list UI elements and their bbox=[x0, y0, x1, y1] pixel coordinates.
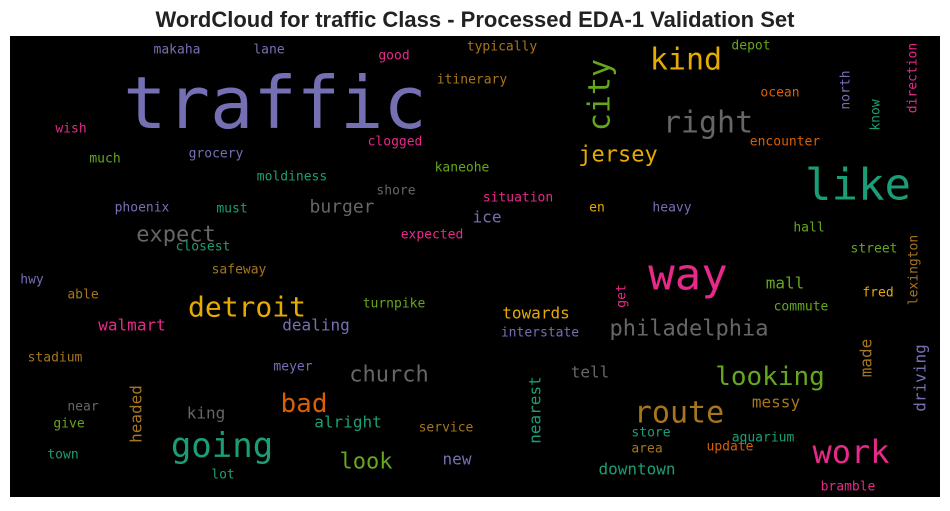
word: walmart bbox=[98, 316, 165, 335]
word: work bbox=[812, 433, 889, 471]
word: lot bbox=[211, 468, 234, 483]
word: city bbox=[583, 59, 618, 131]
word: towards bbox=[502, 304, 569, 323]
word: moldiness bbox=[257, 170, 327, 185]
word: closest bbox=[176, 240, 231, 255]
word: bad bbox=[281, 389, 328, 419]
word: street bbox=[851, 242, 898, 257]
word: like bbox=[805, 160, 911, 211]
word: interstate bbox=[501, 326, 579, 341]
word: en bbox=[589, 201, 605, 216]
word: dealing bbox=[282, 316, 349, 335]
word: hall bbox=[793, 221, 824, 236]
word: traffic bbox=[123, 61, 426, 145]
word: hwy bbox=[20, 273, 44, 288]
word: alright bbox=[314, 413, 381, 432]
word: new bbox=[443, 450, 472, 469]
chart-title: WordCloud for traffic Class - Processed … bbox=[156, 7, 796, 32]
word: king bbox=[187, 404, 226, 423]
word: expected bbox=[401, 228, 464, 243]
word: store bbox=[631, 426, 670, 441]
word: mall bbox=[766, 274, 805, 293]
word: stadium bbox=[28, 351, 83, 366]
word: burger bbox=[309, 197, 374, 218]
word: much bbox=[89, 152, 120, 167]
word: typically bbox=[467, 40, 538, 55]
word: lane bbox=[253, 43, 284, 58]
word: phoenix bbox=[115, 201, 170, 216]
cloud-background bbox=[10, 36, 940, 497]
word: area bbox=[631, 442, 662, 457]
word: look bbox=[340, 450, 393, 475]
word: near bbox=[67, 400, 98, 415]
word: commute bbox=[774, 300, 829, 315]
word: ocean bbox=[760, 86, 799, 101]
word: tell bbox=[571, 363, 610, 382]
word: know bbox=[869, 99, 884, 130]
word: going bbox=[171, 426, 273, 466]
word: philadelphia bbox=[610, 317, 769, 342]
word: turnpike bbox=[363, 297, 426, 312]
word: nearest bbox=[526, 376, 545, 443]
word: shore bbox=[376, 184, 415, 199]
word: kind bbox=[650, 43, 722, 78]
word: grocery bbox=[189, 147, 244, 162]
word: church bbox=[349, 363, 428, 388]
word: good bbox=[378, 49, 409, 64]
word: safeway bbox=[212, 263, 267, 278]
word: jersey bbox=[578, 143, 657, 168]
word: must bbox=[216, 202, 247, 217]
word: wish bbox=[55, 122, 86, 137]
word: ice bbox=[473, 208, 502, 227]
word: lexington bbox=[907, 235, 922, 305]
word: service bbox=[419, 421, 474, 436]
word: messy bbox=[752, 393, 801, 412]
word: right bbox=[663, 106, 753, 141]
word: direction bbox=[906, 43, 921, 113]
word: kaneohe bbox=[435, 161, 490, 176]
word: aquarium bbox=[732, 431, 795, 446]
word: makaha bbox=[154, 43, 201, 58]
word: town bbox=[47, 448, 78, 463]
word: downtown bbox=[598, 460, 675, 479]
word: give bbox=[53, 417, 84, 432]
word: route bbox=[634, 396, 724, 431]
word: bramble bbox=[821, 480, 876, 495]
word: able bbox=[67, 288, 98, 303]
word: expect bbox=[136, 223, 215, 248]
word: headed bbox=[127, 385, 146, 443]
word: heavy bbox=[652, 201, 691, 216]
word: situation bbox=[483, 191, 553, 206]
word: fred bbox=[862, 286, 893, 301]
word: looking bbox=[715, 362, 825, 392]
word: itinerary bbox=[437, 73, 508, 88]
word: get bbox=[615, 284, 630, 307]
word: clogged bbox=[368, 135, 423, 150]
word: depot bbox=[731, 39, 770, 54]
word: made bbox=[857, 339, 876, 378]
word: north bbox=[839, 70, 854, 109]
word: update bbox=[707, 440, 754, 455]
word: meyer bbox=[273, 360, 312, 375]
word: way bbox=[648, 250, 727, 301]
word: detroit bbox=[188, 291, 306, 324]
word: driving bbox=[911, 344, 930, 411]
word: encounter bbox=[750, 135, 821, 150]
